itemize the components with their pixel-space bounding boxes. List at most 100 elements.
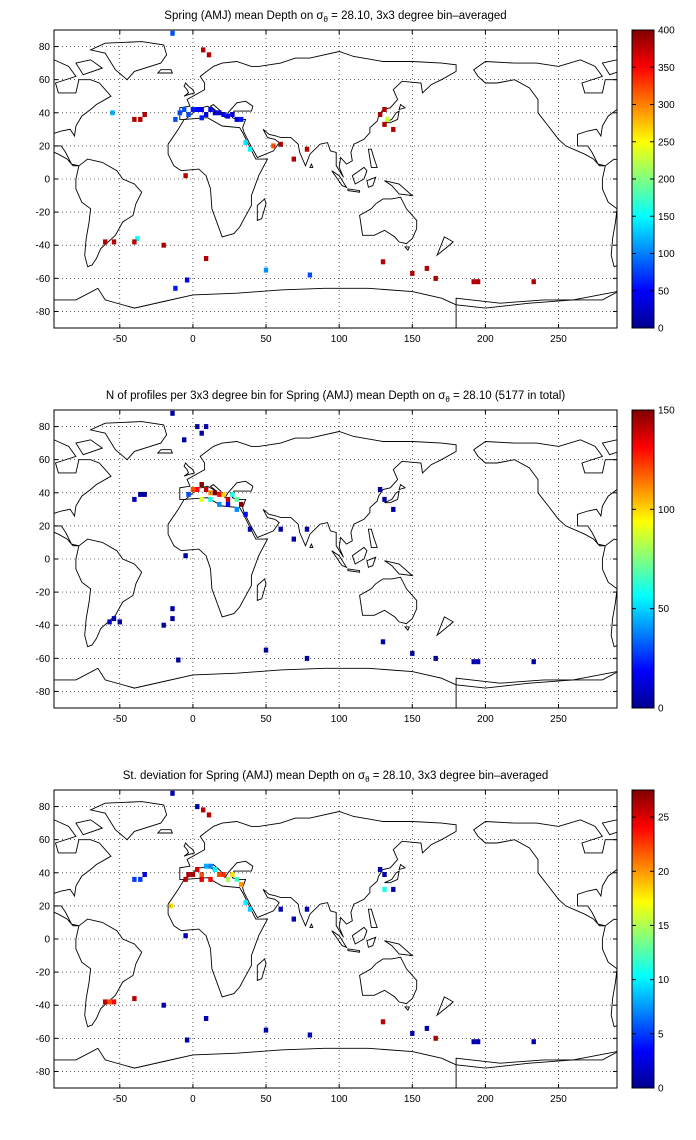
coastlines — [54, 41, 617, 328]
data-cell — [208, 107, 213, 112]
coastline — [183, 842, 196, 857]
data-cell — [183, 933, 188, 939]
data-cell — [247, 526, 253, 532]
coastline — [366, 556, 377, 568]
coastline — [351, 926, 368, 945]
coastline — [75, 158, 143, 268]
data-cell — [239, 881, 244, 887]
coastline — [331, 170, 348, 189]
coastline — [601, 918, 617, 1028]
data-cell — [135, 236, 140, 242]
coastline — [436, 236, 454, 257]
coastline — [404, 626, 410, 632]
y-tick-label: 0 — [44, 175, 50, 186]
data-cell — [471, 659, 476, 665]
coastline — [404, 246, 410, 252]
coastline — [75, 59, 104, 76]
coastline — [54, 819, 112, 927]
coastline — [309, 542, 314, 548]
data-cell — [278, 906, 283, 912]
data-cell — [531, 279, 536, 285]
coastline — [601, 439, 617, 456]
data-cell — [410, 650, 415, 656]
coastline — [156, 69, 174, 74]
data-cell — [424, 1025, 430, 1031]
y-tick-label: 0 — [44, 555, 50, 566]
x-tick-label: 100 — [331, 334, 348, 345]
data-cell — [182, 107, 187, 112]
data-cell — [247, 146, 253, 152]
data-cell — [142, 872, 147, 877]
coastline — [156, 449, 174, 454]
colorbar: 0 5 10 15 20 25 — [631, 789, 670, 1095]
coastline — [347, 568, 361, 573]
coastline — [309, 162, 314, 168]
coastline — [359, 956, 418, 1005]
coastline — [455, 671, 617, 708]
y-tick-label: -80 — [36, 1067, 51, 1078]
data-cell — [234, 116, 239, 122]
data-cell — [170, 790, 175, 796]
coastline — [398, 863, 406, 871]
data-cell — [225, 876, 231, 882]
data-cell — [382, 107, 387, 112]
colorbar-frame — [631, 789, 655, 1089]
coastline — [75, 439, 104, 456]
x-tick-label: 250 — [550, 714, 567, 725]
data-cell — [183, 876, 188, 882]
colorbar-tick-label: 200 — [658, 175, 675, 186]
data-cell — [221, 491, 226, 497]
data-cell — [380, 639, 386, 645]
coastline — [89, 41, 168, 81]
y-tick-label: -80 — [36, 307, 51, 318]
data-cell — [377, 867, 383, 872]
x-tick-label: 100 — [331, 714, 348, 725]
data-cell — [107, 619, 112, 625]
coastline — [75, 819, 104, 836]
y-tick-label: -20 — [36, 588, 51, 599]
data-cell — [382, 121, 387, 127]
data-cell — [278, 141, 283, 147]
data-cell — [170, 30, 175, 36]
data-cell — [132, 496, 137, 502]
data-cell — [199, 482, 204, 487]
data-cell — [475, 279, 481, 285]
coastline — [351, 546, 368, 565]
coastline — [436, 996, 454, 1017]
data-cell — [111, 999, 117, 1005]
data-cell — [203, 1016, 209, 1021]
coastline — [367, 908, 378, 928]
y-tick-label: -40 — [36, 1001, 51, 1012]
data-cells — [103, 790, 536, 1045]
data-cell — [170, 616, 175, 622]
data-cell — [173, 116, 178, 122]
colorbar-frame — [631, 409, 655, 709]
coastline — [384, 180, 414, 197]
title-sigma: σ — [316, 10, 323, 22]
title-subscript: θ — [324, 15, 329, 24]
coastline — [384, 110, 400, 124]
y-tick-label: -60 — [36, 654, 51, 665]
data-cells — [107, 410, 536, 665]
title-sigma: σ — [438, 390, 445, 402]
data-cell — [199, 876, 204, 882]
chart-panel-2: N of profiles per 3x3 degree bin for Spr… — [36, 390, 676, 725]
colorbar-tick-label: 50 — [658, 604, 670, 615]
data-cell — [111, 239, 117, 245]
coastline — [89, 421, 168, 461]
data-cell — [142, 112, 147, 117]
data-cell — [190, 487, 196, 492]
colorbar-tick-label: 350 — [658, 63, 675, 74]
coastline — [404, 1006, 410, 1012]
data-cell — [199, 107, 204, 112]
data-cell — [161, 242, 166, 248]
coastline — [398, 483, 406, 491]
data-cell — [291, 536, 296, 542]
data-cell — [380, 259, 386, 265]
data-cell — [475, 659, 481, 665]
y-tick-label: 80 — [39, 42, 51, 53]
data-cell — [203, 256, 209, 261]
data-cell — [142, 491, 147, 497]
colorbar-tick-label: 0 — [658, 704, 664, 715]
